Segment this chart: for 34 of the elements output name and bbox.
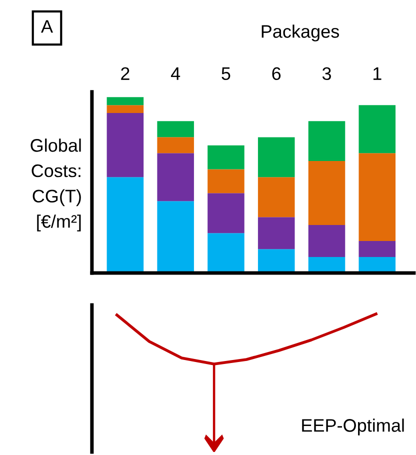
- text: A: [41, 20, 53, 33]
- x-tick-label: 5: [222, 67, 230, 80]
- bar: [358, 257, 396, 273]
- bar: [106, 177, 144, 273]
- bar: [157, 137, 194, 154]
- bar: [208, 193, 244, 234]
- x-tick-label: 4: [170, 67, 180, 80]
- bar: [157, 201, 194, 273]
- bar: [208, 145, 244, 170]
- bar: [258, 137, 295, 178]
- bar: [308, 121, 346, 162]
- bar: [208, 169, 244, 194]
- chart-title: Packages: [262, 24, 339, 42]
- bar: [157, 153, 194, 202]
- bar: [258, 177, 295, 218]
- x-tick-label: 2: [121, 67, 130, 80]
- bar: [258, 249, 295, 273]
- x-tick-label: 1: [373, 67, 382, 80]
- bar: [258, 217, 295, 250]
- y-axis-title: Global Costs: CG(T) [€/m²]: [30, 138, 81, 232]
- bar: [358, 241, 396, 257]
- bar: [106, 113, 144, 178]
- bar: [308, 257, 346, 273]
- bar: [358, 105, 396, 154]
- text: EEP-Optimal: [302, 418, 404, 436]
- bar: [308, 161, 346, 225]
- bar: [106, 105, 144, 114]
- x-tick-label: 3: [322, 67, 331, 80]
- bar: [308, 225, 346, 257]
- bar: [157, 121, 194, 138]
- x-tick-label: 6: [272, 67, 281, 80]
- bar: [106, 97, 144, 106]
- bar: [208, 233, 244, 273]
- bar: [358, 153, 396, 241]
